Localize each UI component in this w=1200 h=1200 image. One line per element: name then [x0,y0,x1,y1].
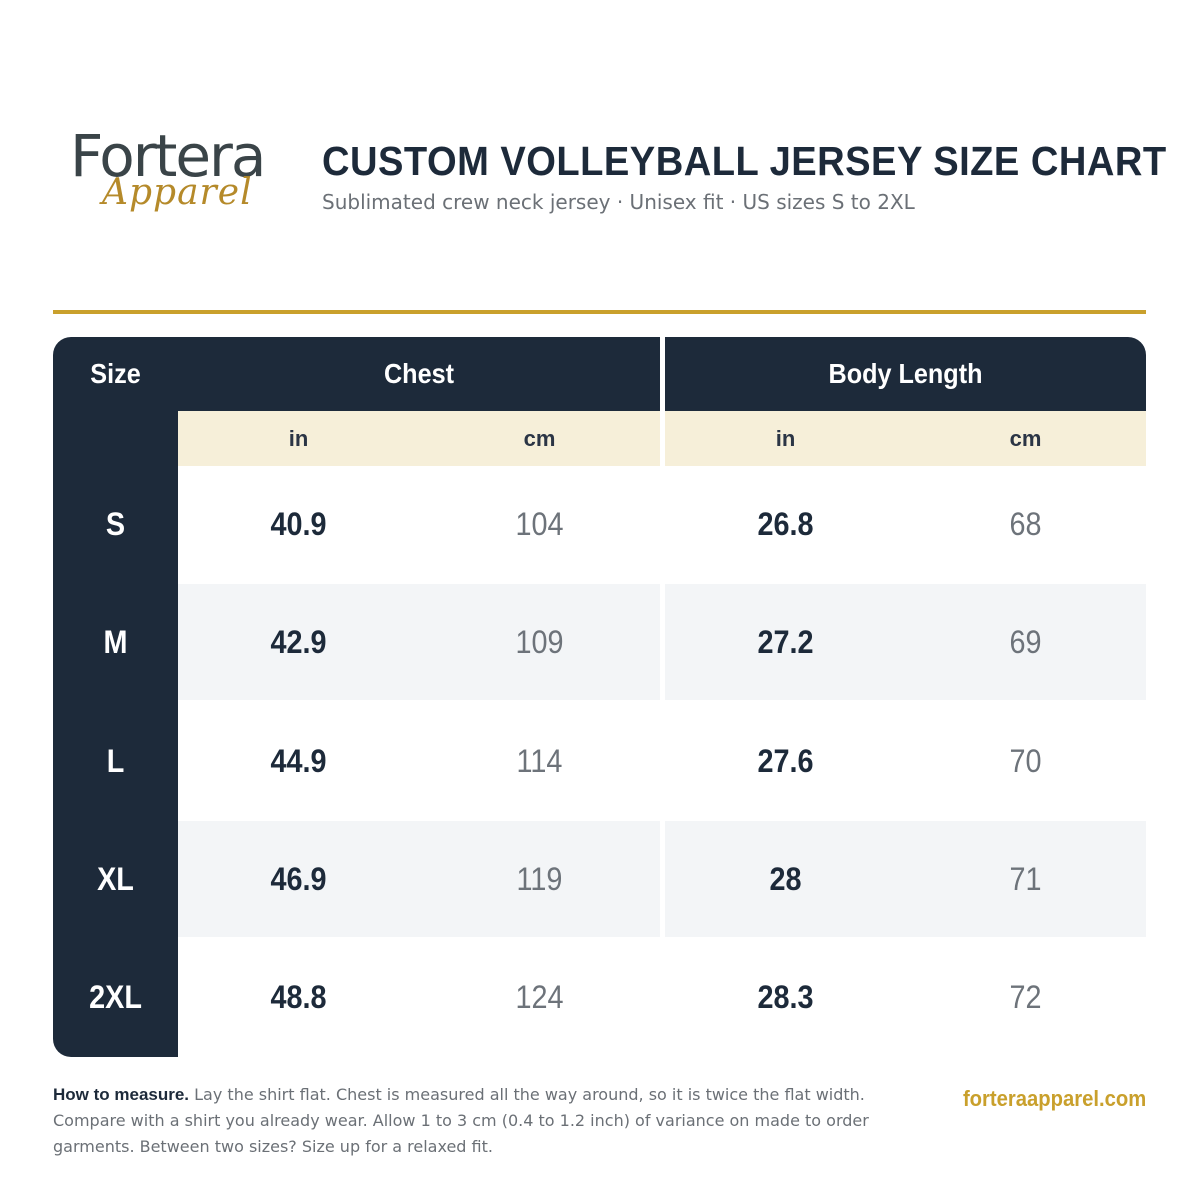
chest-cm-value: 104 [515,506,564,542]
chest-in-value: 46.9 [270,861,327,897]
length-in-value: 28 [769,861,802,897]
chest-in-value: 44.9 [270,743,327,779]
length-cm-value: 72 [1009,979,1042,1015]
brand-logo: Fortera Apparel [70,125,280,225]
size-label: L [106,743,125,779]
logo-wordmark: Fortera [70,122,266,190]
chest-in-value: 48.8 [270,979,327,1015]
chest-cm-unit: cm [523,426,556,451]
size-header: Size [90,358,141,389]
chest-cm-value: 124 [515,979,564,1015]
length-cm-value: 71 [1009,861,1042,897]
chest-header: Chest [383,358,455,389]
length-in-unit: in [775,426,796,451]
length-cm-value: 68 [1009,506,1042,542]
chest-cm-value: 114 [516,743,563,779]
size-column [53,337,178,1057]
chest-cm-value: 109 [515,624,564,660]
measure-note-label: How to measure. [53,1085,190,1104]
chest-cm-value: 119 [516,861,563,897]
website-link[interactable]: forteraapparel.com [962,1086,1146,1111]
length-in-value: 27.2 [757,624,814,660]
header-gap [660,337,665,411]
page-subtitle: Sublimated crew neck jersey · Unisex fit… [322,190,915,214]
length-in-value: 27.6 [757,743,814,779]
chest-in-unit: in [288,426,309,451]
page-title: CUSTOM VOLLEYBALL JERSEY SIZE CHART [322,138,1167,184]
length-cm-unit: cm [1009,426,1042,451]
length-cm-value: 69 [1009,624,1042,660]
measure-note-text: Lay the shirt flat. Chest is measured al… [53,1085,869,1156]
chest-header-cell [178,337,660,411]
size-label: XL [97,861,134,897]
length-in-value: 26.8 [757,506,814,542]
chest-in-value: 40.9 [270,506,327,542]
gold-divider [53,310,1146,314]
size-label: S [105,506,126,542]
logo-script: Apparel [102,172,253,213]
length-cm-value: 70 [1009,743,1042,779]
unit-band-length [665,411,1146,466]
length-in-value: 28.3 [757,979,814,1015]
unit-band-chest [178,411,660,466]
measure-note: How to measure. Lay the shirt flat. Ches… [53,1082,893,1160]
chest-in-value: 42.9 [270,624,327,660]
size-chart-table: Size Chest Body Length in cm in cm S 40.… [53,337,1146,1057]
body-length-header: Body Length [828,358,983,389]
size-label: 2XL [89,979,142,1015]
column-divider [660,411,665,1057]
body-length-header-cell [665,337,1146,411]
size-label: M [103,624,128,660]
